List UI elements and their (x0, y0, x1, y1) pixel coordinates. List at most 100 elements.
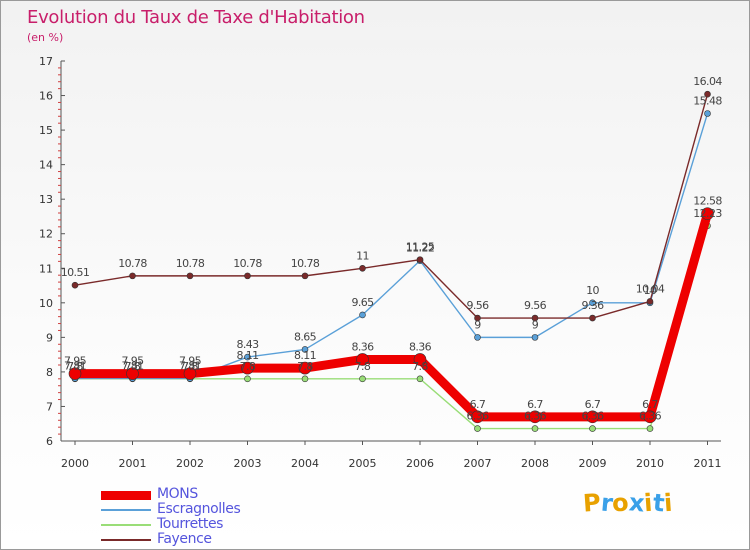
data-point-mons (413, 353, 427, 366)
data-label-fayence: 10.78 (118, 257, 147, 270)
series-line-escragnolles (75, 113, 709, 380)
data-point-escragnolles (531, 334, 539, 341)
data-point-mons (586, 410, 599, 424)
data-label-fayence: 10.78 (233, 257, 262, 270)
data-point-mons (471, 410, 484, 424)
data-point-fayence (129, 272, 136, 280)
data-label-fayence: 10.78 (291, 257, 320, 270)
data-label-escragnolles: 7.81 (179, 359, 201, 372)
series-line-mons (75, 212, 712, 422)
data-point-fayence (301, 272, 309, 280)
data-point-tourrettes (589, 425, 596, 432)
data-point-fayence (704, 90, 711, 98)
data-label-tourrettes: 7.8 (182, 360, 198, 373)
y-tick-label: 7 (46, 400, 53, 413)
data-point-mons (298, 361, 312, 375)
data-label-mons: 7.95 (121, 355, 144, 368)
data-label-tourrettes: 7.8 (412, 360, 428, 373)
data-point-mons (528, 410, 542, 424)
x-tick-label: 2011 (694, 457, 722, 470)
series-line-tourrettes (75, 225, 709, 430)
data-point-fayence (531, 314, 539, 322)
x-tick-label: 2003 (234, 457, 262, 470)
data-point-tourrettes (301, 375, 309, 383)
data-point-tourrettes (359, 375, 366, 383)
y-tick-label: 15 (39, 124, 53, 137)
legend-label: MONS (157, 486, 198, 502)
series-line-fayence (74, 93, 709, 319)
data-label-escragnolles: 7.81 (64, 359, 86, 372)
data-point-tourrettes (244, 375, 251, 383)
data-point-escragnolles (704, 110, 711, 117)
data-label-tourrettes: 7.8 (297, 360, 313, 373)
data-label-fayence: 9.36 (581, 299, 604, 312)
data-label-fayence: 10.78 (176, 257, 205, 270)
data-label-escragnolles: 8.65 (294, 330, 317, 343)
y-tick-label: 10 (39, 297, 53, 310)
data-label-escragnolles: 9.65 (351, 296, 374, 309)
data-label-tourrettes: 6.36 (581, 410, 604, 423)
data-label-mons: 6.7 (470, 398, 486, 411)
data-label-mons: 8.36 (351, 340, 374, 353)
legend-label: Tourrettes (157, 516, 224, 532)
data-label-tourrettes: 7.8 (67, 360, 83, 373)
data-label-mons: 8.11 (236, 349, 258, 362)
brand-logo: Proxiti (582, 488, 674, 518)
x-tick-label: 2010 (636, 457, 664, 470)
data-point-fayence (589, 314, 596, 322)
data-point-fayence (71, 281, 79, 289)
data-point-escragnolles (474, 334, 481, 341)
data-label-tourrettes: 7.8 (125, 360, 141, 373)
data-point-mons (356, 353, 369, 366)
data-label-escragnolles: 7.81 (121, 359, 143, 372)
data-label-mons: 8.11 (294, 349, 316, 362)
data-label-mons: 6.7 (585, 398, 601, 411)
data-point-fayence (416, 256, 424, 263)
y-tick-label: 16 (39, 90, 53, 103)
data-label-tourrettes: 6.36 (466, 410, 489, 423)
y-tick-label: 13 (39, 193, 53, 206)
legend-item-fayence: Fayence (101, 531, 301, 547)
y-tick-label: 6 (46, 435, 53, 448)
data-point-escragnolles (301, 346, 309, 353)
x-tick-label: 2004 (291, 457, 319, 470)
brand-letter: i (663, 488, 674, 518)
unit-label: (en %) (27, 31, 64, 44)
data-label-escragnolles: 15.48 (693, 95, 722, 108)
data-label-tourrettes: 12.23 (693, 207, 722, 220)
legend-swatch (101, 524, 151, 526)
data-label-fayence: 10.51 (61, 266, 90, 279)
data-label-mons: 6.7 (527, 398, 543, 411)
data-label-tourrettes: 7.8 (355, 360, 371, 373)
data-label-tourrettes: 6.36 (639, 410, 662, 423)
data-label-escragnolles: 9 (532, 318, 539, 331)
legend-swatch (101, 509, 151, 511)
data-label-fayence: 10.04 (636, 282, 665, 295)
x-tick-label: 2007 (464, 457, 492, 470)
y-tick-label: 8 (46, 366, 53, 379)
legend-swatch (101, 490, 151, 500)
legend-label: Fayence (157, 531, 212, 547)
y-tick-label: 9 (46, 331, 53, 344)
brand-letter: P (582, 488, 602, 518)
x-tick-label: 2009 (579, 457, 607, 470)
x-tick-label: 2006 (406, 457, 434, 470)
legend-swatch (101, 539, 151, 541)
data-point-fayence (244, 272, 251, 280)
data-point-mons (241, 361, 254, 375)
data-label-escragnolles: 8.43 (236, 338, 259, 351)
data-label-fayence: 9.56 (524, 299, 547, 312)
data-point-mons (68, 367, 82, 380)
y-tick-label: 14 (39, 159, 53, 172)
legend-item-escragnolles: Escragnolles (101, 501, 301, 517)
data-point-fayence (186, 272, 194, 280)
data-label-escragnolles: 9 (474, 318, 481, 331)
data-point-tourrettes (531, 425, 539, 432)
data-label-mons: 12.58 (693, 195, 722, 208)
data-label-fayence: 16.04 (693, 75, 722, 88)
y-tick-label: 17 (39, 55, 53, 68)
data-point-escragnolles (244, 353, 251, 361)
data-point-mons (643, 410, 657, 424)
data-point-fayence (359, 264, 366, 272)
